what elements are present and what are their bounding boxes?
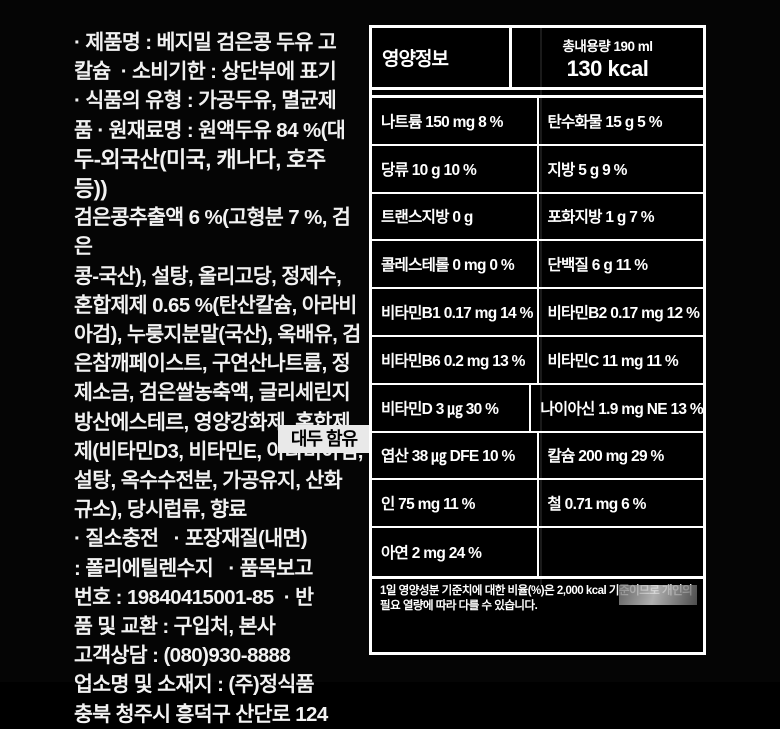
ingredients-text-block: · 제품명 : 베지밀 검은콩 두유 고 칼슘 · 소비기한 : 상단부에 표기… xyxy=(74,28,364,729)
ingredient-line: 아검), 누룽지분말(국산), 옥배유, 검 xyxy=(74,323,361,347)
nutrient-cell: 단백질 6 g 11 % xyxy=(547,257,649,275)
table-row: 트랜스지방 0 g 포화지방 1 g 7 % xyxy=(372,193,703,242)
scan-artifact xyxy=(540,25,542,585)
nutrient-cell: 나이아신 1.9 mg NE 13 % xyxy=(540,400,703,418)
nutrient-cell: 철 0.71 mg 6 % xyxy=(547,496,647,514)
calories-value: 130 kcal xyxy=(566,56,649,81)
ingredient-line: 품 · 원재료명 : 원액두유 84 %(대 xyxy=(74,118,346,142)
nutrient-cell: 포화지방 1 g 7 % xyxy=(547,209,655,227)
ingredient-line: 콩-국산), 설탕, 올리고당, 정제수, xyxy=(74,264,342,288)
daily-value-footnote: 1일 영양성분 기준치에 대한 비율(%)은 2,000 kcal 기준이므로 … xyxy=(372,575,703,614)
nutrient-cell: 칼슘 200 mg 29 % xyxy=(547,448,665,466)
ingredient-line: : 폴리에틸렌수지 · 품목보고 xyxy=(74,556,313,580)
ingredient-line: 칼슘 · 소비기한 : 상단부에 표기 xyxy=(74,60,337,84)
nutrient-cell: 비타민B1 0.17 mg 14 % xyxy=(372,289,539,335)
ingredient-line: 제소금, 검은쌀농축액, 글리세린지 xyxy=(74,381,351,405)
serving-summary: 총내용량 190 ml 130 kcal xyxy=(512,28,703,87)
nutrient-cell: 비타민B2 0.17 mg 12 % xyxy=(547,305,700,323)
ingredient-line: 충북 청주시 흥덕구 산단로 124 xyxy=(74,702,328,726)
ingredient-line: 설탕, 옥수수전분, 가공유지, 산화 xyxy=(74,469,343,493)
soy-contains-overlay: 대두 함유 xyxy=(278,425,370,453)
table-row: 인 75 mg 11 % 철 0.71 mg 6 % xyxy=(372,480,703,529)
nutrient-cell: 지방 5 g 9 % xyxy=(547,161,628,179)
table-row: 비타민B6 0.2 mg 13 % 비타민C 11 mg 11 % xyxy=(372,336,703,385)
table-row: 엽산 38 ㎍ DFE 10 % 칼슘 200 mg 29 % xyxy=(372,432,703,481)
ingredient-line: 두-외국산(미국, 캐나다, 호주 등)) xyxy=(74,146,332,202)
ingredient-line: · 질소충전 · 포장재질(내면) xyxy=(74,527,308,551)
table-row: 당류 10 g 10 % 지방 5 g 9 % xyxy=(372,145,703,194)
nutrient-cell: 비타민C 11 mg 11 % xyxy=(547,352,679,370)
nutrition-title: 영양정보 xyxy=(372,28,512,87)
table-row: 비타민D 3 ㎍ 30 % 나이아신 1.9 mg NE 13 % xyxy=(372,384,704,433)
nutrient-cell: 인 75 mg 11 % xyxy=(372,480,539,527)
nutrient-cell: 비타민D 3 ㎍ 30 % xyxy=(372,384,532,431)
nutrient-cell xyxy=(539,528,704,576)
nutrient-cell: 당류 10 g 10 % xyxy=(372,145,539,192)
ingredient-line: 업소명 및 소재지 : (주)정식품 xyxy=(74,673,315,697)
nutrient-cell: 탄수화물 15 g 5 % xyxy=(547,113,663,131)
ingredient-line: 품 및 교환 : 구입처, 본사 xyxy=(74,615,276,639)
nutrition-panel-header: 영양정보 총내용량 190 ml 130 kcal xyxy=(372,28,703,90)
table-row: 나트륨 150 mg 8 % 탄수화물 15 g 5 % xyxy=(372,98,703,146)
nutrient-cell: 엽산 38 ㎍ DFE 10 % xyxy=(372,432,539,479)
nutrient-cell: 콜레스테롤 0 mg 0 % xyxy=(372,241,539,288)
table-row: 비타민B1 0.17 mg 14 % 비타민B2 0.17 mg 12 % xyxy=(372,289,703,337)
ingredient-line: 혼합제제 0.65 %(탄산칼슘, 아라비 xyxy=(74,293,357,317)
ingredient-line: 번호 : 19840415001-85 · 반 xyxy=(74,585,314,609)
nutrient-rows: 나트륨 150 mg 8 % 탄수화물 15 g 5 % 당류 10 g 10 … xyxy=(372,95,704,576)
ingredient-line: 규소), 당시럽류, 향료 xyxy=(74,498,247,522)
ingredient-line: 검은콩추출액 6 %(고형분 7 %, 검은 xyxy=(74,206,351,259)
serving-size: 총내용량 190 ml xyxy=(562,39,653,54)
print-smudge xyxy=(619,585,697,605)
nutrition-label-photo: · 제품명 : 베지밀 검은콩 두유 고 칼슘 · 소비기한 : 상단부에 표기… xyxy=(74,25,706,726)
table-row: 콜레스테롤 0 mg 0 % 단백질 6 g 11 % xyxy=(372,241,703,290)
nutrient-cell: 비타민B6 0.2 mg 13 % xyxy=(372,336,539,383)
table-row: 아연 2 mg 24 % xyxy=(372,528,703,576)
nutrient-cell: 트랜스지방 0 g xyxy=(372,193,539,240)
ingredient-line: · 제품명 : 베지밀 검은콩 두유 고 xyxy=(74,31,337,54)
ingredient-line: · 식품의 유형 : 가공두유, 멸균제 xyxy=(74,89,337,113)
ingredient-line: 은참깨페이스트, 구연산나트륨, 정 xyxy=(74,352,351,376)
nutrient-cell: 아연 2 mg 24 % xyxy=(372,528,539,576)
nutrient-cell: 나트륨 150 mg 8 % xyxy=(372,98,539,144)
ingredient-line: 고객상담 : (080)930-8888 xyxy=(74,644,291,668)
nutrition-facts-panel: 영양정보 총내용량 190 ml 130 kcal 나트륨 150 mg 8 %… xyxy=(369,25,706,655)
